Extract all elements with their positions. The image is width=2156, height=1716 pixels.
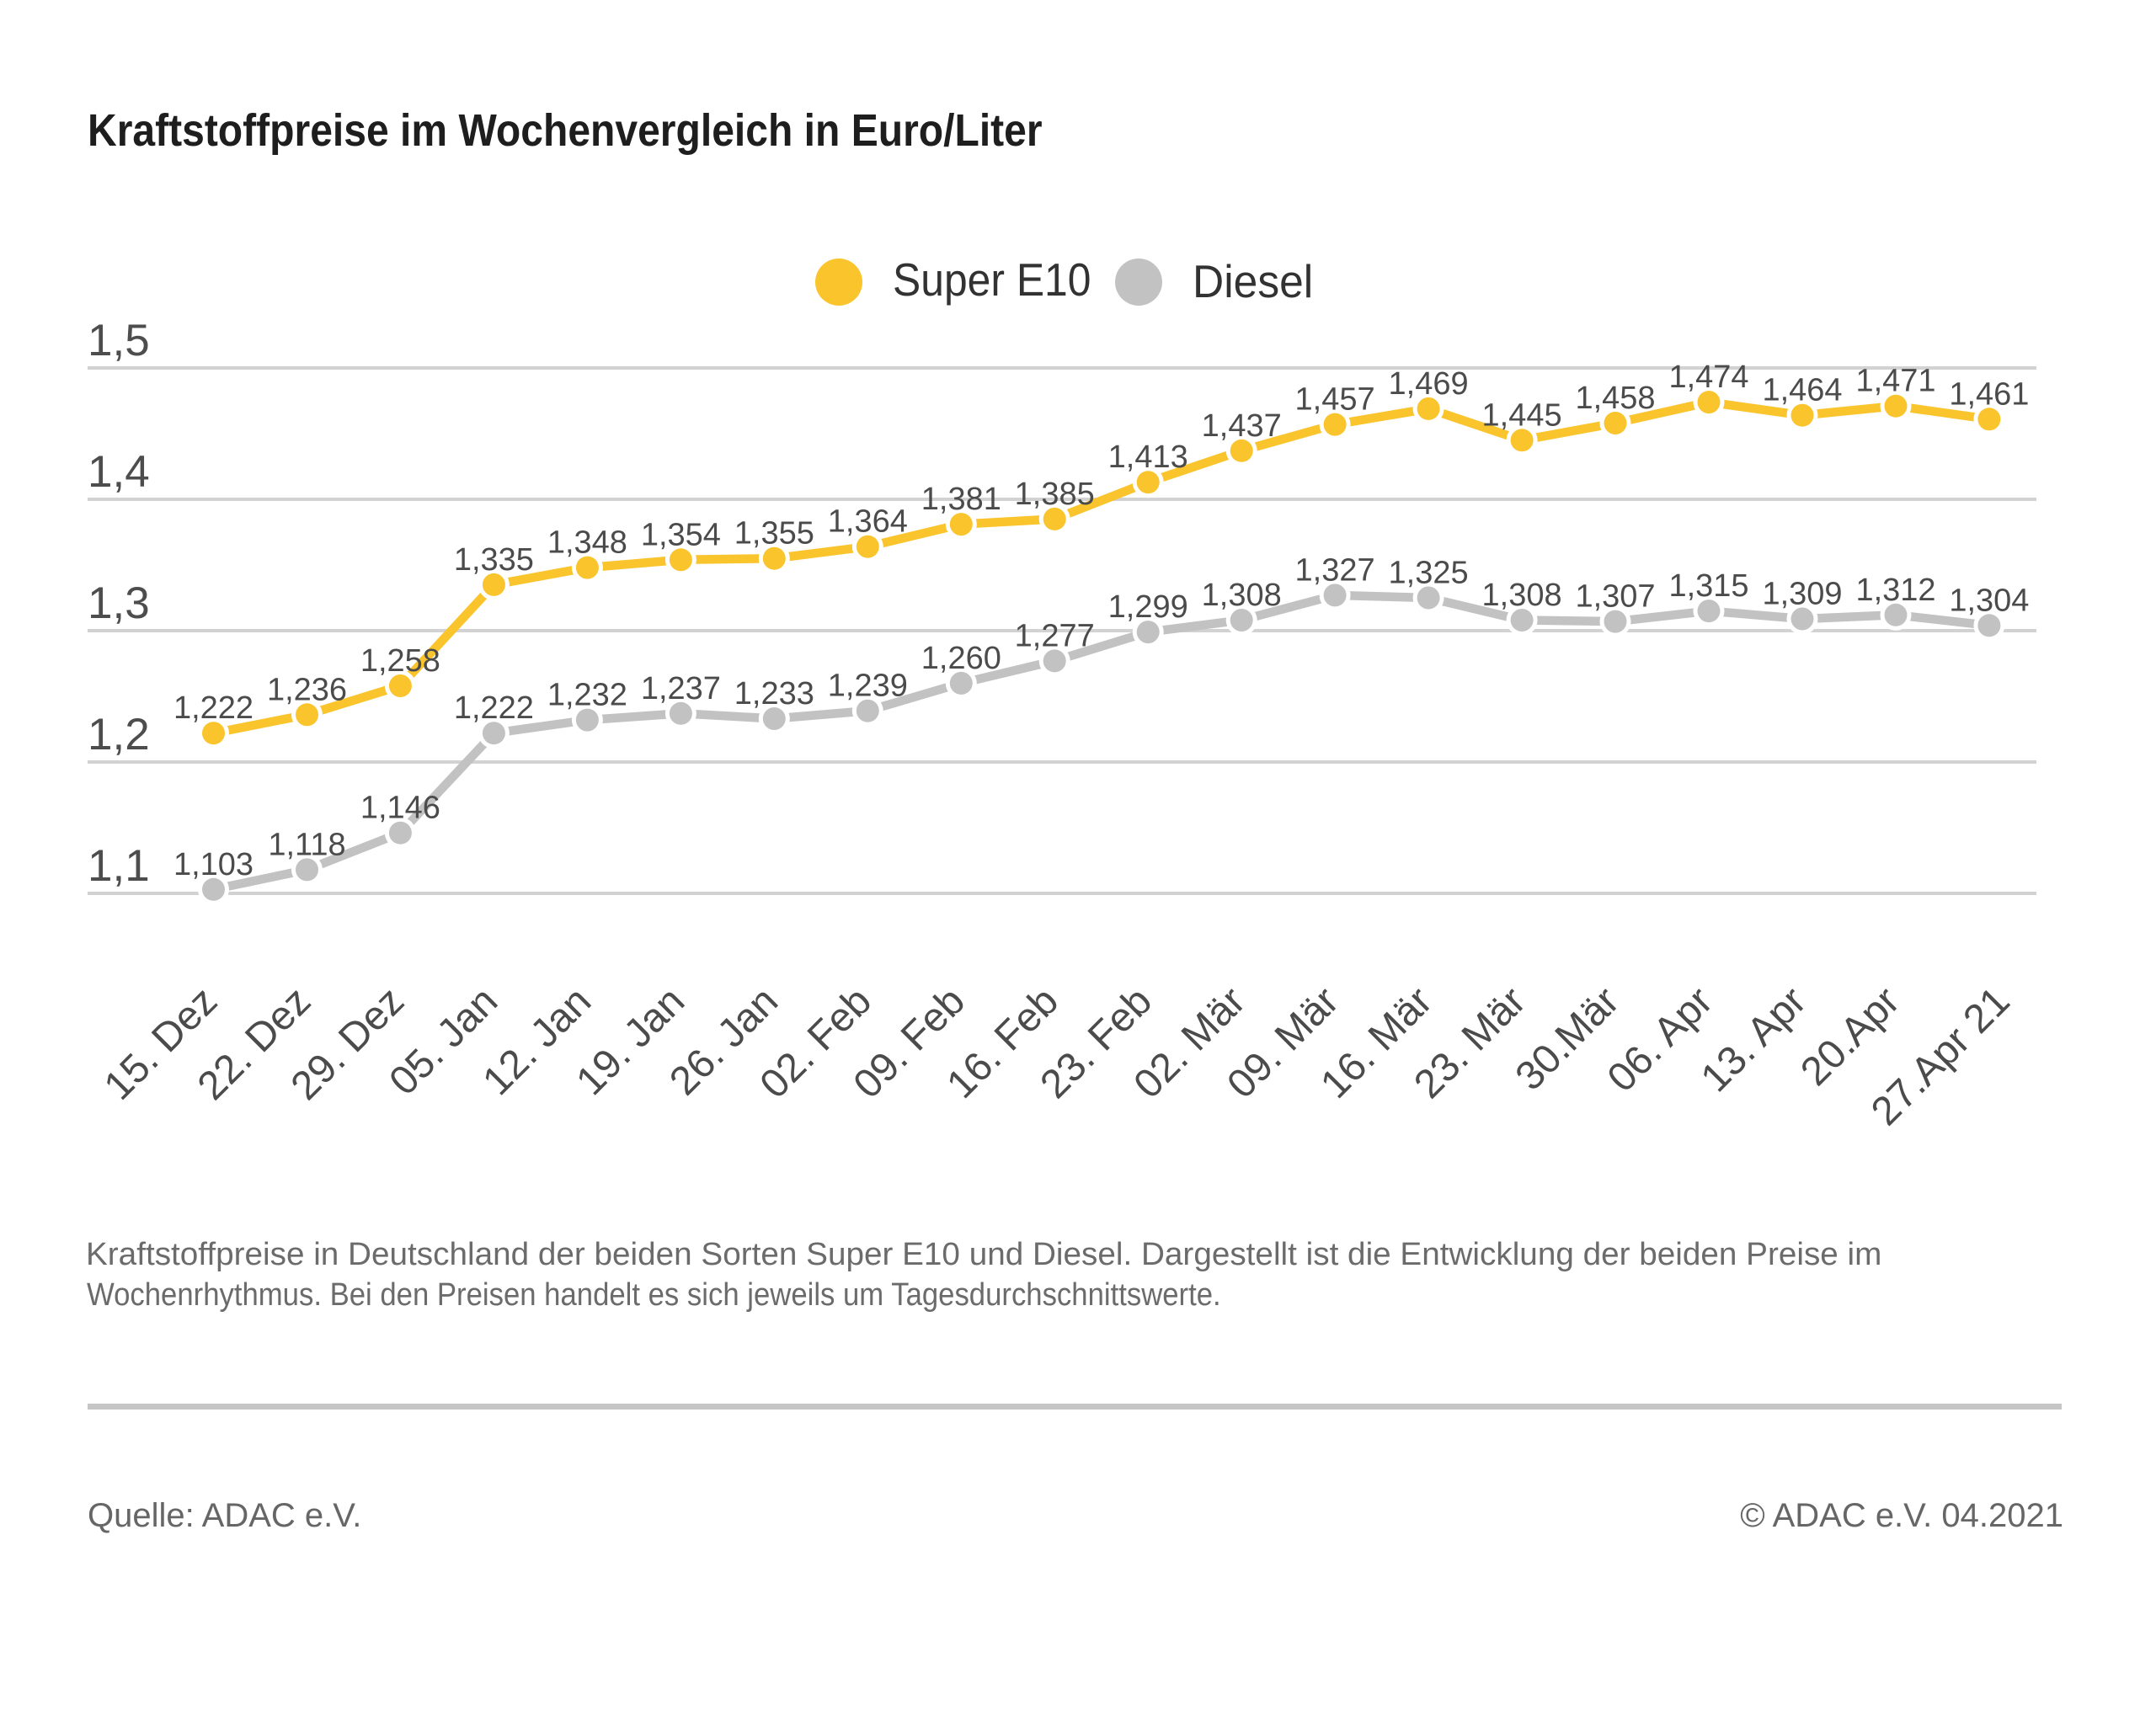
svg-text:13. Apr: 13. Apr: [1693, 978, 1815, 1100]
svg-text:1,309: 1,309: [1762, 577, 1842, 612]
svg-text:1,304: 1,304: [1949, 583, 2029, 618]
svg-text:1,348: 1,348: [547, 525, 627, 561]
svg-text:1,2: 1,2: [88, 710, 150, 759]
svg-text:1,308: 1,308: [1202, 578, 1282, 613]
svg-text:1,464: 1,464: [1762, 373, 1842, 408]
svg-text:1,3: 1,3: [88, 578, 150, 628]
svg-text:1,222: 1,222: [173, 690, 253, 726]
svg-text:1,277: 1,277: [1015, 618, 1095, 653]
svg-text:1,315: 1,315: [1668, 568, 1748, 604]
svg-text:1,471: 1,471: [1855, 364, 1935, 399]
svg-text:1,118: 1,118: [268, 827, 345, 862]
svg-text:1,312: 1,312: [1855, 573, 1935, 608]
svg-text:1,474: 1,474: [1668, 360, 1748, 395]
svg-text:1,457: 1,457: [1295, 382, 1375, 418]
svg-text:1,307: 1,307: [1575, 579, 1655, 615]
svg-text:06. Apr: 06. Apr: [1599, 978, 1721, 1100]
svg-text:1,445: 1,445: [1482, 397, 1562, 433]
svg-text:1,385: 1,385: [1015, 477, 1095, 512]
svg-text:30.Mär: 30.Mär: [1508, 978, 1628, 1099]
svg-text:1,461: 1,461: [1949, 376, 2029, 412]
svg-text:1,146: 1,146: [360, 791, 440, 826]
svg-text:1,458: 1,458: [1575, 381, 1655, 416]
svg-text:1,4: 1,4: [88, 447, 150, 497]
svg-text:1,469: 1,469: [1389, 366, 1469, 402]
svg-text:1,327: 1,327: [1295, 552, 1375, 588]
svg-text:1,354: 1,354: [641, 517, 721, 552]
svg-text:1,355: 1,355: [734, 516, 814, 552]
svg-text:1,236: 1,236: [267, 672, 347, 707]
svg-text:1,237: 1,237: [641, 671, 721, 706]
svg-text:1,233: 1,233: [734, 676, 814, 711]
svg-text:1,239: 1,239: [828, 669, 908, 704]
svg-text:1,413: 1,413: [1108, 440, 1188, 475]
svg-text:1,1: 1,1: [88, 841, 150, 891]
svg-text:1,103: 1,103: [173, 847, 253, 882]
svg-text:1,308: 1,308: [1482, 578, 1562, 613]
svg-text:1,325: 1,325: [1389, 556, 1469, 591]
svg-text:1,5: 1,5: [88, 316, 150, 365]
svg-text:1,260: 1,260: [921, 641, 1001, 676]
svg-text:1,335: 1,335: [454, 542, 534, 578]
svg-text:1,381: 1,381: [921, 482, 1001, 517]
svg-text:1,258: 1,258: [360, 643, 440, 679]
svg-text:1,364: 1,364: [828, 504, 908, 540]
svg-text:1,437: 1,437: [1202, 408, 1282, 444]
svg-text:1,232: 1,232: [547, 678, 627, 713]
svg-text:1,299: 1,299: [1108, 589, 1188, 625]
svg-text:1,222: 1,222: [454, 690, 534, 726]
